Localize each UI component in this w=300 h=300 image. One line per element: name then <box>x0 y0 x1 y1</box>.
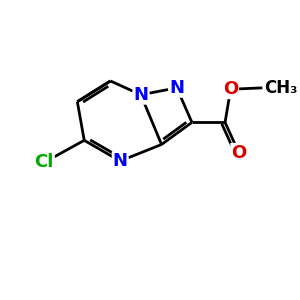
Text: N: N <box>112 152 128 170</box>
Text: CH₃: CH₃ <box>264 79 297 97</box>
Text: O: O <box>231 144 247 162</box>
Text: N: N <box>169 79 184 97</box>
Text: O: O <box>223 80 238 98</box>
Text: Cl: Cl <box>34 153 54 171</box>
Text: N: N <box>133 86 148 104</box>
